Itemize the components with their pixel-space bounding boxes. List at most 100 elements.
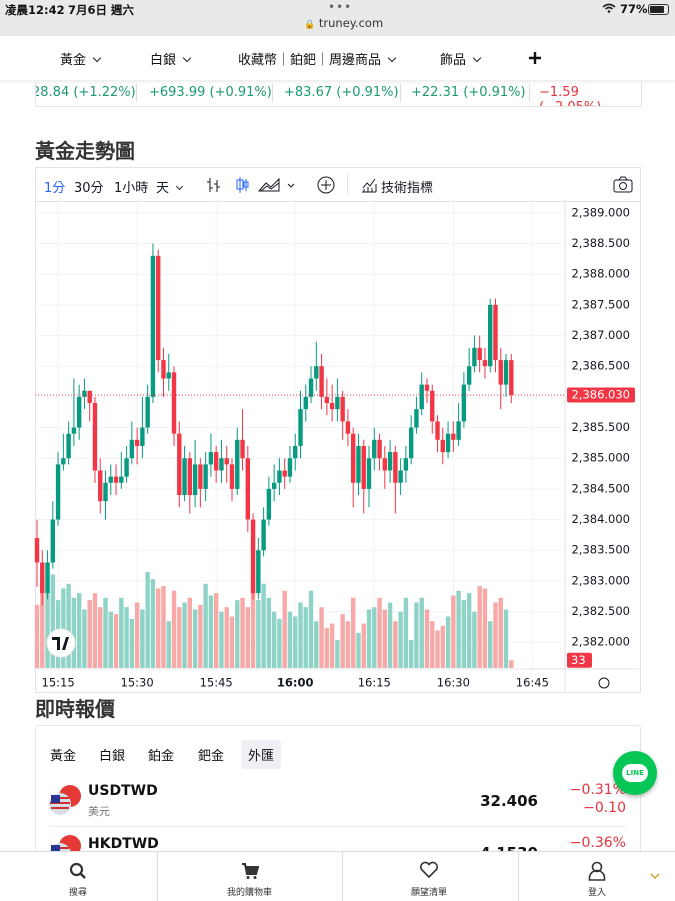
account-icon[interactable] [588, 861, 606, 881]
candle-body [308, 378, 314, 397]
quote-tab[interactable]: 鉑金 [148, 749, 175, 764]
interval-label: 天 [156, 181, 170, 196]
candle-body [182, 458, 187, 496]
interval-button[interactable]: 天 [156, 177, 184, 196]
volume-bar [277, 618, 282, 668]
indicator-icon [362, 178, 377, 193]
interval-button[interactable]: 1小時 [114, 181, 149, 196]
separator [342, 852, 343, 901]
nav-item[interactable]: 收藏幣｜鉑鈀｜周邊商品 [238, 49, 397, 68]
x-tick-label: 16:15 [358, 676, 391, 690]
candle-body [293, 445, 298, 459]
candle-body [424, 384, 430, 391]
y-tick-label: 2,387.000 [571, 328, 630, 342]
quote-tab[interactable]: 白銀 [99, 749, 126, 764]
candle-body [208, 452, 214, 465]
separator [529, 84, 530, 102]
add-indicator-icon[interactable] [317, 176, 335, 194]
candle-body [187, 458, 193, 496]
volume-bar [488, 621, 493, 668]
battery-icon [648, 4, 669, 15]
x-tick-label: 15:15 [42, 676, 75, 690]
volume-bar [345, 621, 351, 668]
volume-bar [98, 607, 103, 668]
volume-label: 33 [571, 653, 586, 667]
x-tick-label: 15:45 [200, 676, 233, 690]
volume-bar [213, 593, 219, 668]
volume-bar [119, 597, 124, 668]
volume-bar [182, 602, 187, 668]
y-tick-label: 2,387.500 [571, 297, 630, 311]
interval-button[interactable]: 30分 [74, 181, 104, 196]
quote-change: −0.10 [583, 800, 626, 816]
volume-bar [424, 609, 430, 668]
wifi-icon [602, 3, 616, 13]
candle-body [377, 439, 382, 459]
nav-plus[interactable] [529, 52, 541, 64]
candle-body [456, 421, 461, 440]
bottom-nav-label[interactable]: 搜尋 [69, 888, 88, 898]
candle-body [192, 464, 198, 496]
candle-body [461, 384, 467, 422]
candle-body [50, 519, 56, 563]
candle-body [150, 255, 156, 397]
volume-bar [140, 609, 145, 668]
url-text: truney.com [318, 16, 384, 30]
y-tick-label: 2,388.000 [571, 267, 630, 281]
screenshot-icon[interactable] [613, 176, 633, 193]
bottom-nav-label[interactable]: 登入 [588, 888, 607, 898]
candle-body [472, 347, 477, 367]
nav-item[interactable]: 白銀 [150, 49, 192, 68]
volume-bar [298, 602, 303, 668]
cart-icon[interactable] [241, 862, 259, 880]
bottom-nav-label[interactable]: 願望清單 [411, 888, 448, 898]
indicators-button[interactable]: 技術指標 [381, 181, 434, 196]
ticker-item: 28.84 (+1.22%) [35, 85, 136, 100]
tradingview-logo-mark [52, 637, 69, 650]
y-tick-label: 2,389.000 [571, 205, 630, 219]
y-tick-label: 2,385.500 [571, 420, 630, 434]
candle-body [134, 439, 140, 446]
volume-bar [314, 621, 319, 668]
nav-label: 黃金 [60, 53, 87, 68]
volume-bar [440, 625, 445, 668]
bottom-nav: 搜尋 我的購物車 願望清單 登入 [0, 851, 675, 901]
quotes-box: 黃金 白銀 鉑金 鈀金 外匯 USDTWD 美元 32.406 −0.31% −… [35, 725, 641, 867]
quote-tab[interactable]: 黃金 [50, 749, 77, 764]
candle-body [414, 409, 419, 428]
separator [400, 84, 401, 102]
quote-tab[interactable]: 鈀金 [198, 749, 225, 764]
volume-bar [372, 607, 377, 668]
line-button[interactable]: LINE [613, 751, 657, 795]
candle-body [71, 427, 77, 434]
candle-body [113, 476, 119, 483]
candle-body [229, 464, 235, 489]
candle-body [213, 452, 219, 471]
candle-body [61, 458, 66, 465]
nav-item[interactable]: 飾品 [440, 49, 482, 68]
volume-bar [498, 597, 503, 668]
candle-body [287, 458, 293, 477]
candle-body [271, 482, 277, 489]
volume-bar [271, 611, 277, 668]
volume-bar [324, 628, 330, 668]
candle-body [303, 396, 308, 410]
candle-body [256, 550, 261, 594]
volume-bar [192, 609, 198, 668]
quote-symbol[interactable]: HKDTWD [88, 836, 159, 852]
interval-button[interactable]: 1分 [44, 181, 66, 196]
volume-bar [82, 609, 87, 668]
collapse-icon[interactable] [650, 872, 660, 880]
candle-body [66, 433, 71, 459]
toolbar-icons[interactable] [206, 175, 316, 195]
url[interactable]: 🔒 truney.com [304, 16, 384, 30]
bottom-nav-label[interactable]: 我的購物車 [227, 888, 273, 898]
candle-body [351, 433, 356, 483]
quote-tab-active[interactable]: 外匯 [241, 740, 282, 769]
search-icon[interactable] [69, 862, 87, 880]
quote-symbol[interactable]: USDTWD [88, 783, 158, 799]
nav-item[interactable]: 黃金 [60, 49, 102, 68]
last-price-label: 2,386.030 [571, 388, 630, 402]
wishlist-icon[interactable] [419, 861, 439, 879]
candle-body [34, 537, 40, 563]
